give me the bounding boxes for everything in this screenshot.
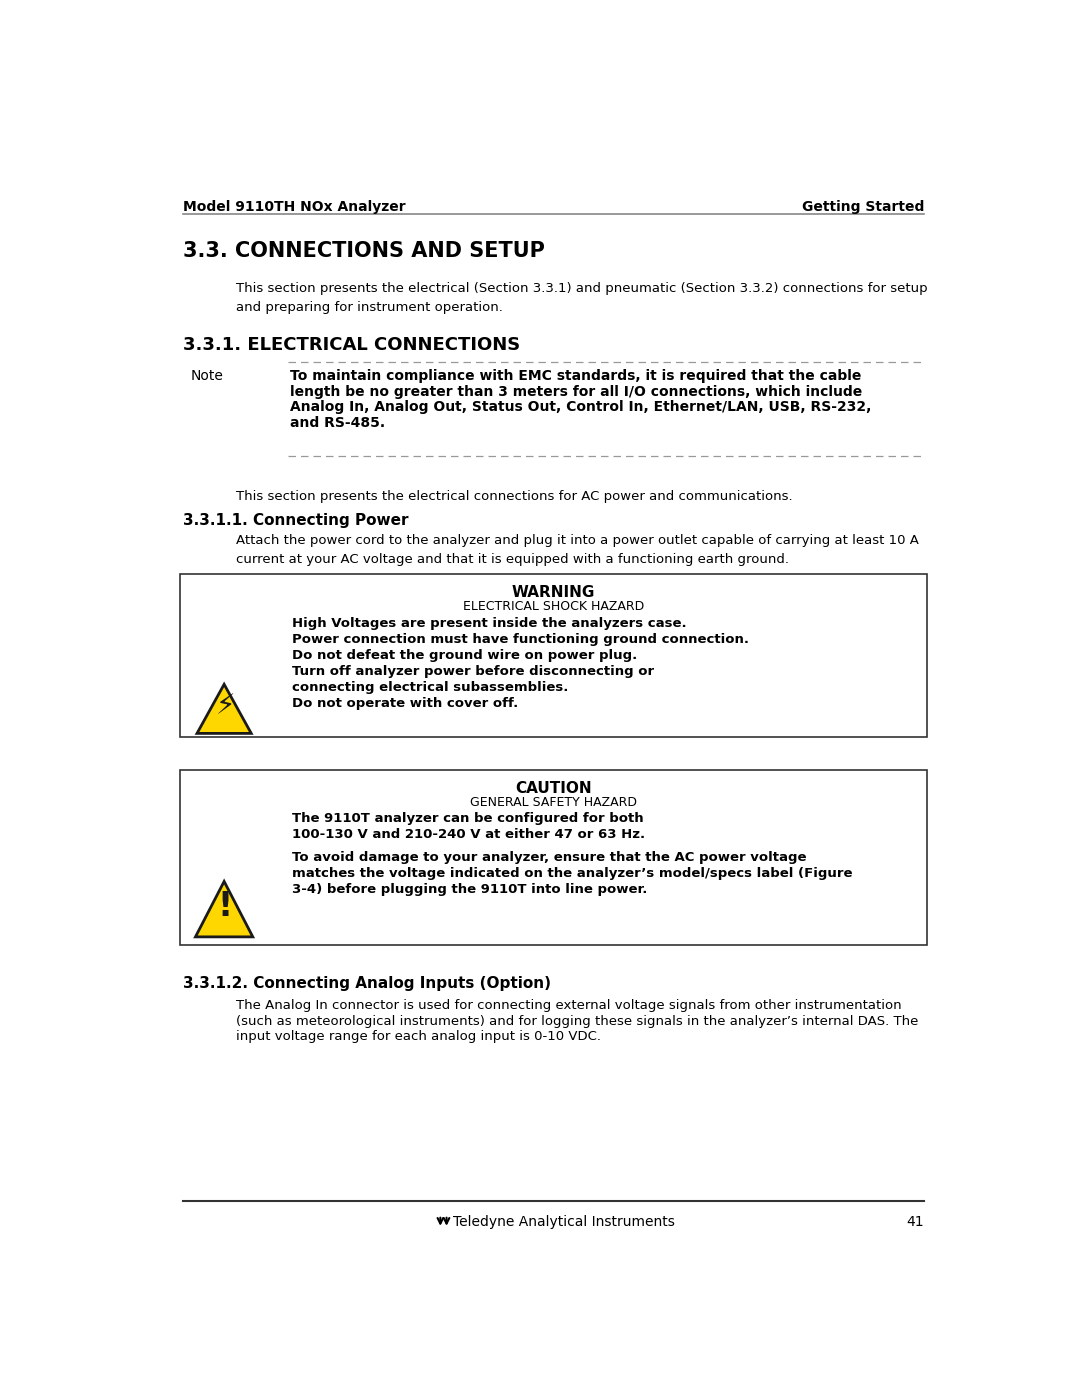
Text: WARNING: WARNING bbox=[512, 585, 595, 599]
Text: CAUTION: CAUTION bbox=[515, 781, 592, 795]
Text: Power connection must have functioning ground connection.: Power connection must have functioning g… bbox=[292, 633, 748, 645]
Text: Attach the power cord to the analyzer and plug it into a power outlet capable of: Attach the power cord to the analyzer an… bbox=[235, 534, 919, 566]
Text: This section presents the electrical connections for AC power and communications: This section presents the electrical con… bbox=[235, 489, 793, 503]
Text: matches the voltage indicated on the analyzer’s model/specs label (Figure: matches the voltage indicated on the ana… bbox=[292, 866, 852, 880]
Polygon shape bbox=[197, 685, 252, 733]
Text: This section presents the electrical (Section 3.3.1) and pneumatic (Section 3.3.: This section presents the electrical (Se… bbox=[235, 282, 928, 313]
Text: ⚡: ⚡ bbox=[216, 692, 235, 719]
Text: 3.3. CONNECTIONS AND SETUP: 3.3. CONNECTIONS AND SETUP bbox=[183, 240, 545, 261]
Text: length be no greater than 3 meters for all I/O connections, which include: length be no greater than 3 meters for a… bbox=[291, 384, 862, 398]
Text: 3-4) before plugging the 9110T into line power.: 3-4) before plugging the 9110T into line… bbox=[292, 883, 647, 895]
Text: To maintain compliance with EMC standards, it is required that the cable: To maintain compliance with EMC standard… bbox=[291, 369, 862, 383]
Text: input voltage range for each analog input is 0-10 VDC.: input voltage range for each analog inpu… bbox=[235, 1030, 600, 1044]
Text: Teledyne Analytical Instruments: Teledyne Analytical Instruments bbox=[453, 1215, 675, 1229]
Text: 100-130 V and 210-240 V at either 47 or 63 Hz.: 100-130 V and 210-240 V at either 47 or … bbox=[292, 828, 645, 841]
Text: 3.3.1.2. Connecting Analog Inputs (Option): 3.3.1.2. Connecting Analog Inputs (Optio… bbox=[183, 977, 551, 990]
Text: Model 9110TH NOx Analyzer: Model 9110TH NOx Analyzer bbox=[183, 200, 406, 214]
Text: and RS-485.: and RS-485. bbox=[291, 415, 386, 430]
Text: The 9110T analyzer can be configured for both: The 9110T analyzer can be configured for… bbox=[292, 812, 644, 826]
Text: 41: 41 bbox=[906, 1215, 924, 1229]
Text: To avoid damage to your analyzer, ensure that the AC power voltage: To avoid damage to your analyzer, ensure… bbox=[292, 851, 806, 863]
Text: ELECTRICAL SHOCK HAZARD: ELECTRICAL SHOCK HAZARD bbox=[463, 601, 644, 613]
Text: GENERAL SAFETY HAZARD: GENERAL SAFETY HAZARD bbox=[470, 796, 637, 809]
Text: Getting Started: Getting Started bbox=[801, 200, 924, 214]
Text: 3.3.1. ELECTRICAL CONNECTIONS: 3.3.1. ELECTRICAL CONNECTIONS bbox=[183, 335, 521, 353]
Text: Do not operate with cover off.: Do not operate with cover off. bbox=[292, 697, 517, 711]
Polygon shape bbox=[195, 882, 253, 937]
Text: connecting electrical subassemblies.: connecting electrical subassemblies. bbox=[292, 682, 568, 694]
Text: Turn off analyzer power before disconnecting or: Turn off analyzer power before disconnec… bbox=[292, 665, 653, 678]
Text: High Voltages are present inside the analyzers case.: High Voltages are present inside the ana… bbox=[292, 616, 686, 630]
FancyBboxPatch shape bbox=[180, 574, 927, 738]
Text: !: ! bbox=[217, 890, 232, 922]
FancyBboxPatch shape bbox=[180, 770, 927, 946]
Text: Note: Note bbox=[191, 369, 224, 383]
Text: Analog In, Analog Out, Status Out, Control In, Ethernet/LAN, USB, RS-232,: Analog In, Analog Out, Status Out, Contr… bbox=[291, 400, 872, 414]
Text: (such as meteorological instruments) and for logging these signals in the analyz: (such as meteorological instruments) and… bbox=[235, 1014, 918, 1028]
Text: 3.3.1.1. Connecting Power: 3.3.1.1. Connecting Power bbox=[183, 513, 408, 528]
Text: Do not defeat the ground wire on power plug.: Do not defeat the ground wire on power p… bbox=[292, 648, 637, 662]
Text: The Analog In connector is used for connecting external voltage signals from oth: The Analog In connector is used for conn… bbox=[235, 999, 902, 1013]
